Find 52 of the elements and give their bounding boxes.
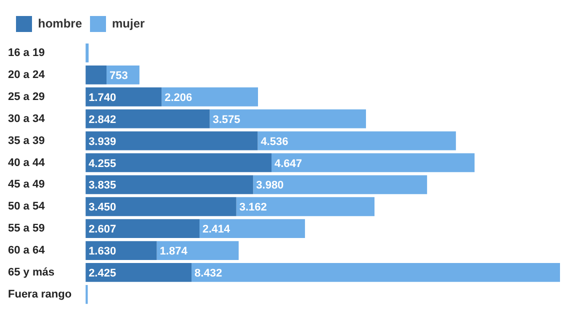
bar: [253, 175, 428, 194]
legend-label: mujer: [112, 16, 146, 30]
data-label: 4.255: [88, 158, 116, 170]
data-label: 1.874: [160, 246, 188, 258]
data-label: 3.980: [256, 180, 284, 192]
y-tick-label: 60 a 64: [8, 244, 46, 257]
y-tick-label: 50 a 54: [8, 200, 46, 213]
bar: [86, 87, 162, 106]
bar: [199, 219, 305, 238]
bar: [192, 263, 560, 282]
y-tick-label: 65 y más: [8, 266, 54, 279]
y-tick-label: 20 a 24: [8, 68, 46, 81]
data-label: 8.432: [194, 268, 222, 280]
y-tick-label: Fuera rango: [8, 288, 72, 300]
data-label: 2.425: [88, 268, 116, 280]
data-label: 4.536: [260, 136, 288, 148]
y-tick-label: 35 a 39: [8, 134, 45, 147]
bar: [236, 197, 374, 216]
bar: [86, 109, 210, 128]
bar: [86, 197, 236, 216]
data-label: 2.842: [88, 114, 116, 126]
data-label: 1.740: [88, 92, 116, 104]
data-label: 3.162: [239, 202, 267, 214]
data-label: 3.450: [88, 202, 116, 214]
data-label: 2.206: [164, 92, 192, 104]
bar: [86, 219, 200, 238]
bar: [86, 263, 192, 282]
y-tick-label: 25 a 29: [8, 90, 45, 103]
y-tick-label: 45 a 49: [8, 178, 45, 191]
y-tick-label: 16 a 19: [8, 47, 45, 60]
bar: [272, 153, 475, 172]
data-label: 4.647: [274, 158, 302, 170]
data-label: 3.575: [212, 114, 240, 126]
data-label: 3.835: [88, 180, 116, 192]
bar: [86, 65, 107, 84]
y-tick-label: 55 a 59: [8, 222, 45, 235]
y-tick-label: 30 a 34: [8, 112, 46, 125]
bar: [86, 175, 254, 194]
data-label: 2.414: [202, 224, 231, 236]
bar: [86, 241, 157, 260]
bar: [210, 109, 366, 128]
legend-label: hombre: [38, 16, 82, 30]
data-label: 1.630: [88, 246, 116, 258]
bar: [156, 241, 239, 260]
bar: [86, 153, 272, 172]
data-label: 753: [110, 70, 128, 82]
data-label: 2.607: [88, 224, 116, 236]
bar: [258, 131, 456, 150]
data-label: 3.939: [88, 136, 116, 148]
y-tick-label: 40 a 44: [8, 156, 46, 169]
bar: [162, 87, 258, 106]
bar: [86, 131, 258, 150]
